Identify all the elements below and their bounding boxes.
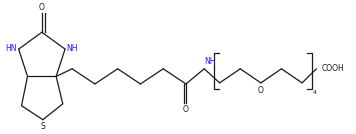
Text: O: O bbox=[39, 3, 45, 12]
Text: HN: HN bbox=[6, 44, 17, 53]
Text: COOH: COOH bbox=[322, 64, 345, 73]
Text: 4: 4 bbox=[313, 90, 317, 95]
Text: O: O bbox=[258, 86, 264, 95]
Text: NH: NH bbox=[205, 57, 216, 66]
Text: NH: NH bbox=[67, 44, 78, 53]
Text: S: S bbox=[41, 122, 45, 131]
Text: O: O bbox=[183, 105, 189, 114]
